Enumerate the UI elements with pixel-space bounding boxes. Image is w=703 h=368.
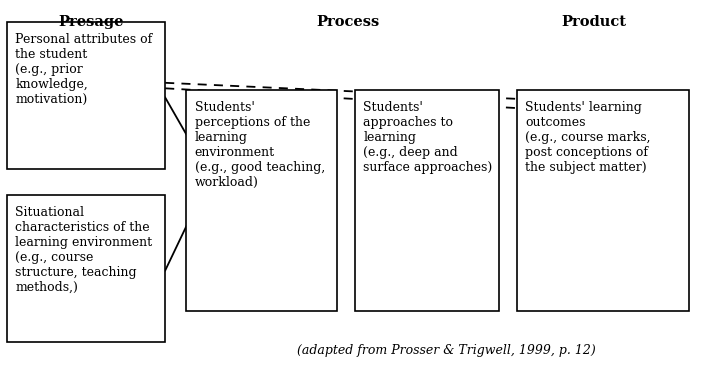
FancyBboxPatch shape [355, 90, 499, 311]
Text: Process: Process [316, 15, 380, 29]
Text: Students'
perceptions of the
learning
environment
(e.g., good teaching,
workload: Students' perceptions of the learning en… [195, 101, 325, 189]
FancyBboxPatch shape [186, 90, 337, 311]
Text: (adapted from Prosser & Trigwell, 1999, p. 12): (adapted from Prosser & Trigwell, 1999, … [297, 344, 595, 357]
Text: Personal attributes of
the student
(e.g., prior
knowledge,
motivation): Personal attributes of the student (e.g.… [15, 33, 153, 106]
FancyBboxPatch shape [7, 195, 165, 342]
Text: Product: Product [562, 15, 626, 29]
Text: Situational
characteristics of the
learning environment
(e.g., course
structure,: Situational characteristics of the learn… [15, 206, 153, 294]
Text: Students' learning
outcomes
(e.g., course marks,
post conceptions of
the subject: Students' learning outcomes (e.g., cours… [525, 101, 651, 174]
Text: Presage: Presage [58, 15, 124, 29]
FancyBboxPatch shape [7, 22, 165, 169]
Text: Students'
approaches to
learning
(e.g., deep and
surface approaches): Students' approaches to learning (e.g., … [363, 101, 493, 174]
FancyBboxPatch shape [517, 90, 689, 311]
